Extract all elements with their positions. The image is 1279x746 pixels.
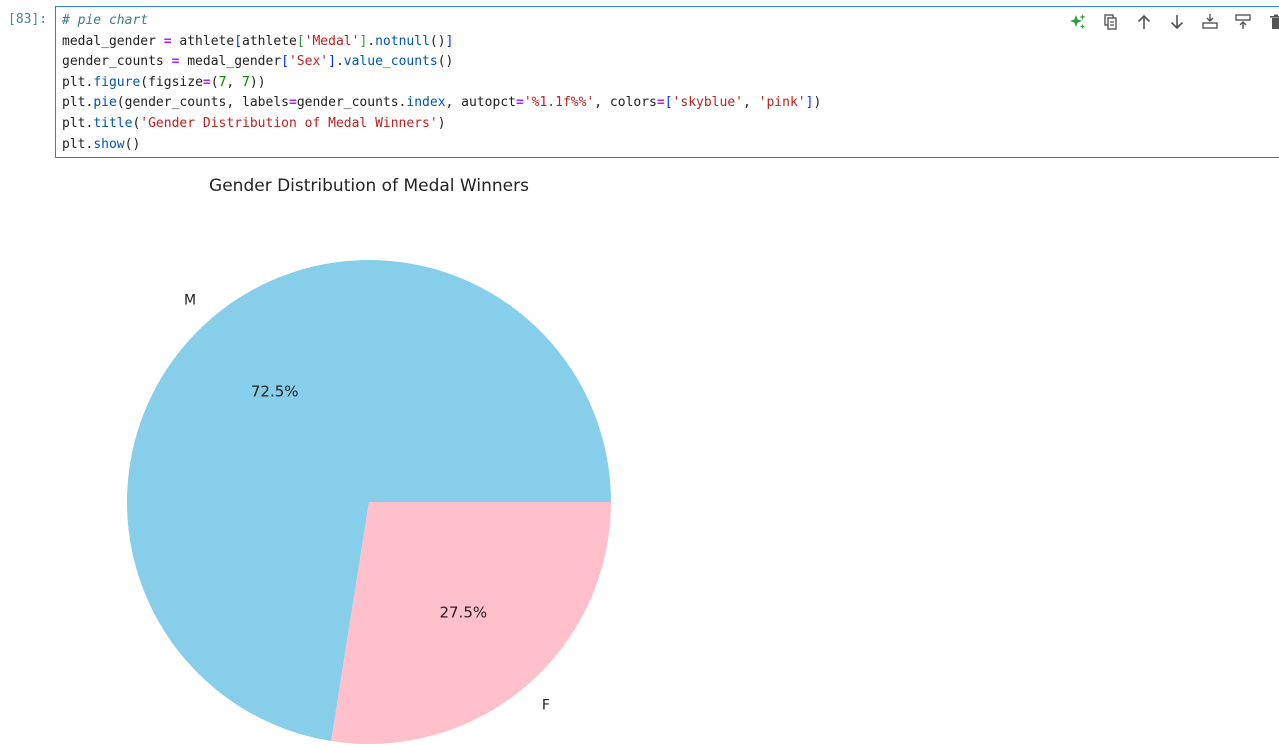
code-line-medal-gender: medal_gender = athlete[athlete['Medal'].…: [62, 33, 454, 49]
arrow-up-icon[interactable]: [1132, 11, 1156, 33]
arrow-down-icon[interactable]: [1165, 11, 1189, 33]
insert-above-icon[interactable]: [1198, 11, 1222, 33]
code-cell-input[interactable]: # pie chart medal_gender = athlete[athle…: [55, 6, 1279, 158]
pie-slice-F: [331, 502, 611, 744]
code-line-gender-counts: gender_counts = medal_gender['Sex'].valu…: [62, 54, 454, 70]
code-line-pie: plt.pie(gender_counts, labels=gender_cou…: [62, 95, 822, 111]
sparkle-icon[interactable]: [1066, 11, 1090, 33]
cell-prompt: [83]:: [8, 12, 48, 27]
insert-below-icon[interactable]: [1231, 11, 1255, 33]
pie-label-M: M: [184, 293, 196, 309]
code-line-comment: # pie chart: [62, 13, 149, 28]
copy-icon[interactable]: [1099, 11, 1123, 33]
pie-slice-M: [127, 259, 611, 742]
cell-toolbar: [1066, 11, 1279, 33]
code-editor[interactable]: # pie chart medal_gender = athlete[athle…: [62, 11, 821, 155]
code-line-title: plt.title('Gender Distribution of Medal …: [62, 115, 446, 131]
pie-percent-M: 72.5%: [251, 383, 299, 401]
trash-icon[interactable]: [1264, 11, 1279, 33]
chart-title: Gender Distribution of Medal Winners: [209, 176, 529, 196]
code-line-figure: plt.figure(figsize=(7, 7)): [62, 74, 266, 90]
pie-slices: [127, 259, 611, 744]
pie-label-F: F: [542, 697, 550, 713]
pie-percent-F: 27.5%: [439, 603, 487, 621]
pie-labels: M 72.5% F 27.5%: [184, 293, 550, 714]
code-line-show: plt.show(): [62, 136, 141, 152]
pie-chart: Gender Distribution of Medal Winners M 72…: [127, 176, 611, 744]
